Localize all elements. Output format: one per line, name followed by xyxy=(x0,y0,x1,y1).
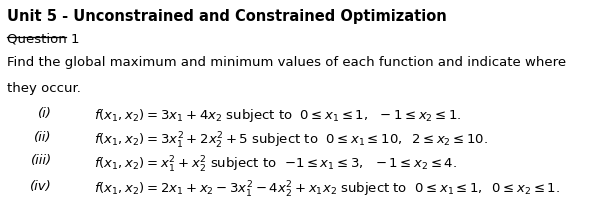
Text: $f(x_1,x_2)=3x_1+4x_2$ subject to  $0\leq x_1\leq 1,\;\;-1\leq x_2\leq 1.$: $f(x_1,x_2)=3x_1+4x_2$ subject to $0\leq… xyxy=(94,107,462,124)
Text: Find the global maximum and minimum values of each function and indicate where: Find the global maximum and minimum valu… xyxy=(7,56,566,69)
Text: they occur.: they occur. xyxy=(7,82,81,95)
Text: (ii): (ii) xyxy=(34,131,52,144)
Text: (iv): (iv) xyxy=(30,180,52,193)
Text: (iii): (iii) xyxy=(30,154,52,168)
Text: $f(x_1,x_2)=3x_1^2+2x_2^2+5$ subject to  $0\leq x_1\leq 10,\;\;2\leq x_2\leq 10.: $f(x_1,x_2)=3x_1^2+2x_2^2+5$ subject to … xyxy=(94,131,488,151)
Text: $f(x_1,x_2)=x_1^2+x_2^2$ subject to  $-1\leq x_1\leq 3,\;\;-1\leq x_2\leq 4.$: $f(x_1,x_2)=x_1^2+x_2^2$ subject to $-1\… xyxy=(94,154,457,175)
Text: Unit 5 - Unconstrained and Constrained Optimization: Unit 5 - Unconstrained and Constrained O… xyxy=(7,9,447,24)
Text: $f(x_1,x_2)=2x_1+x_2-3x_1^2-4x_2^2+x_1x_2$ subject to  $0\leq x_1\leq 1,\;\;0\le: $f(x_1,x_2)=2x_1+x_2-3x_1^2-4x_2^2+x_1x_… xyxy=(94,180,560,198)
Text: Question 1: Question 1 xyxy=(7,33,80,46)
Text: (i): (i) xyxy=(38,107,52,120)
